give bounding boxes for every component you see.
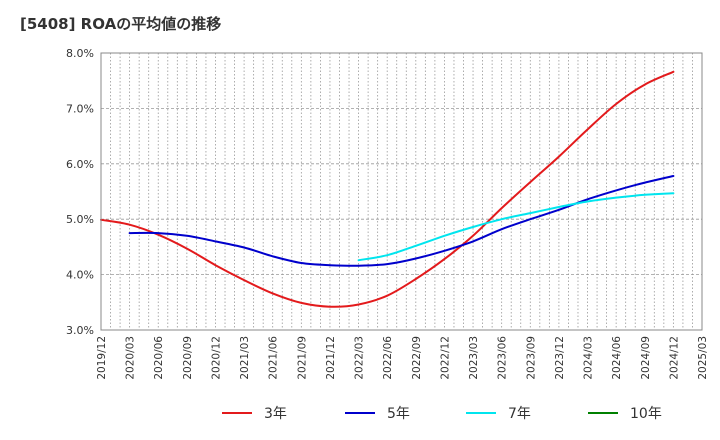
legend-label: 7年 [508, 406, 531, 422]
x-tick-label: 2022/09 [411, 336, 423, 380]
x-tick-label: 2021/06 [268, 336, 280, 380]
series-line [357, 192, 675, 262]
y-tick-label: 6.0% [66, 158, 94, 171]
y-tick-label: 8.0% [66, 47, 94, 60]
legend: 3年 5年 7年 10年 [222, 406, 662, 422]
y-tick-label: 7.0% [66, 102, 94, 115]
x-tick-label: 2024/03 [583, 336, 595, 380]
legend-label: 5年 [387, 406, 410, 422]
x-tick-label: 2023/09 [525, 336, 537, 380]
x-tick-label: 2020/12 [210, 336, 222, 380]
x-tick-label: 2024/09 [640, 336, 652, 380]
x-tick-label: 2025/03 [697, 336, 709, 380]
chart-title: [5408] ROAの平均値の推移 [20, 15, 222, 33]
series-line [128, 175, 675, 267]
legend-label: 10年 [630, 406, 662, 422]
y-tick-label: 3.0% [66, 324, 94, 337]
x-tick-label: 2022/12 [439, 336, 451, 380]
x-tick-label: 2021/09 [296, 336, 308, 380]
grid-lines [101, 53, 702, 330]
x-tick-label: 2024/12 [668, 336, 680, 380]
y-tick-label: 5.0% [66, 213, 94, 226]
x-tick-label: 2021/12 [325, 336, 337, 380]
legend-label: 3年 [264, 406, 287, 422]
series-lines [100, 70, 675, 308]
x-tick-label: 2024/06 [611, 336, 623, 380]
series-line [100, 70, 675, 308]
x-tick-label: 2020/09 [182, 336, 194, 380]
x-tick-label: 2022/03 [354, 336, 366, 380]
plot-frame [100, 52, 703, 331]
y-axis-ticks: 3.0% 4.0% 5.0% 6.0% 7.0% 8.0% [66, 47, 94, 337]
x-tick-label: 2021/03 [239, 336, 251, 380]
x-tick-label: 2020/03 [125, 336, 137, 380]
x-tick-label: 2019/12 [96, 336, 108, 380]
x-axis-ticks: 2019/12 2020/03 2020/06 2020/09 2020/12 2021/… [96, 336, 709, 380]
y-tick-label: 4.0% [66, 269, 94, 282]
x-tick-label: 2022/06 [382, 336, 394, 380]
x-tick-label: 2020/06 [153, 336, 165, 380]
x-tick-label: 2023/12 [554, 336, 566, 380]
x-tick-label: 2023/06 [497, 336, 509, 380]
x-tick-label: 2023/03 [468, 336, 480, 380]
